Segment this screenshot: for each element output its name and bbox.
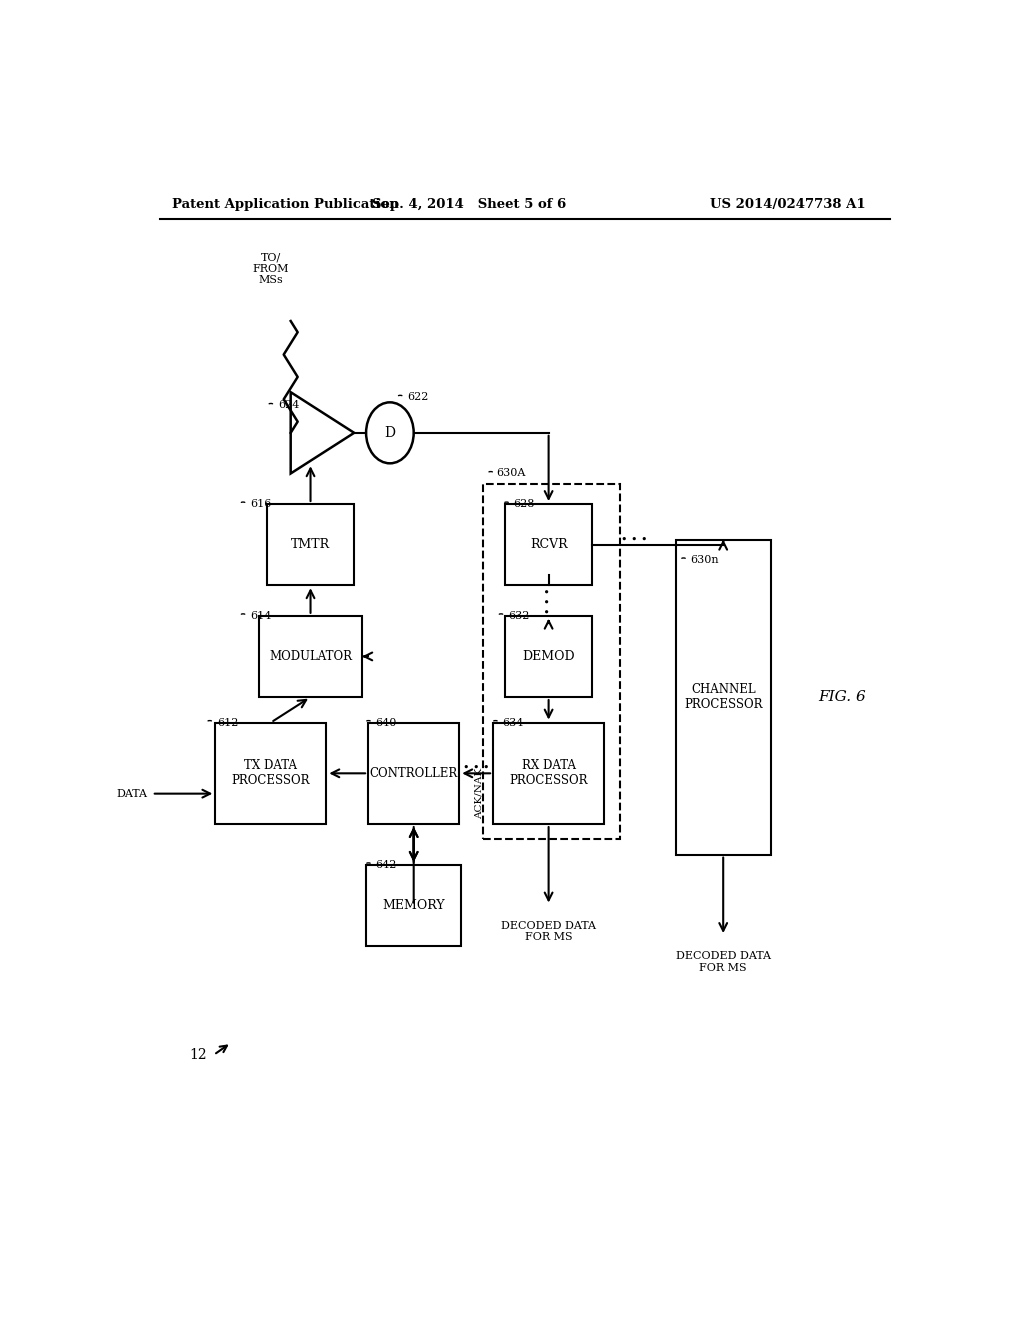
Text: • • •: • • •	[621, 535, 647, 545]
Text: CONTROLLER: CONTROLLER	[370, 767, 458, 780]
Bar	[259, 615, 362, 697]
Text: D: D	[384, 426, 395, 440]
Bar	[368, 722, 460, 824]
Text: Patent Application Publication: Patent Application Publication	[172, 198, 398, 211]
Text: 622: 622	[408, 392, 429, 403]
Text: CHANNEL
PROCESSOR: CHANNEL PROCESSOR	[684, 682, 763, 711]
Bar	[505, 504, 592, 585]
Bar	[367, 865, 461, 946]
Text: MEMORY: MEMORY	[382, 899, 445, 912]
Text: TMTR: TMTR	[291, 539, 330, 552]
Text: US 2014/0247738 A1: US 2014/0247738 A1	[711, 198, 866, 211]
Text: DATA: DATA	[117, 788, 147, 799]
Text: TX DATA
PROCESSOR: TX DATA PROCESSOR	[231, 759, 310, 787]
Text: RCVR: RCVR	[529, 539, 567, 552]
Text: 642: 642	[376, 859, 397, 870]
Text: Sep. 4, 2014   Sheet 5 of 6: Sep. 4, 2014 Sheet 5 of 6	[372, 198, 566, 211]
Text: 632: 632	[508, 611, 529, 620]
Text: 630n: 630n	[690, 554, 719, 565]
Text: MODULATOR: MODULATOR	[269, 649, 352, 663]
Text: • • •: • • •	[544, 587, 554, 614]
Text: DEMOD: DEMOD	[522, 649, 574, 663]
Text: RX DATA
PROCESSOR: RX DATA PROCESSOR	[509, 759, 588, 787]
Text: TO/
FROM
MSs: TO/ FROM MSs	[253, 252, 289, 285]
Bar	[267, 504, 354, 585]
Bar	[215, 722, 327, 824]
Text: FIG. 6: FIG. 6	[818, 690, 866, 704]
Text: ACK/NAK: ACK/NAK	[474, 768, 483, 820]
Text: 630A: 630A	[497, 469, 525, 478]
Text: DECODED DATA
FOR MS: DECODED DATA FOR MS	[501, 921, 596, 942]
Text: 612: 612	[217, 718, 239, 727]
Text: 614: 614	[250, 611, 271, 620]
Text: DECODED DATA
FOR MS: DECODED DATA FOR MS	[676, 952, 771, 973]
Bar	[505, 615, 592, 697]
Bar	[482, 483, 621, 840]
Text: 628: 628	[514, 499, 536, 510]
Bar	[494, 722, 604, 824]
Bar	[676, 540, 771, 854]
Text: 640: 640	[376, 718, 397, 727]
Text: 634: 634	[503, 718, 524, 727]
Text: 616: 616	[250, 499, 271, 510]
Text: • • •: • • •	[463, 763, 489, 774]
Text: 12: 12	[189, 1048, 207, 1061]
Text: 624: 624	[278, 400, 299, 411]
